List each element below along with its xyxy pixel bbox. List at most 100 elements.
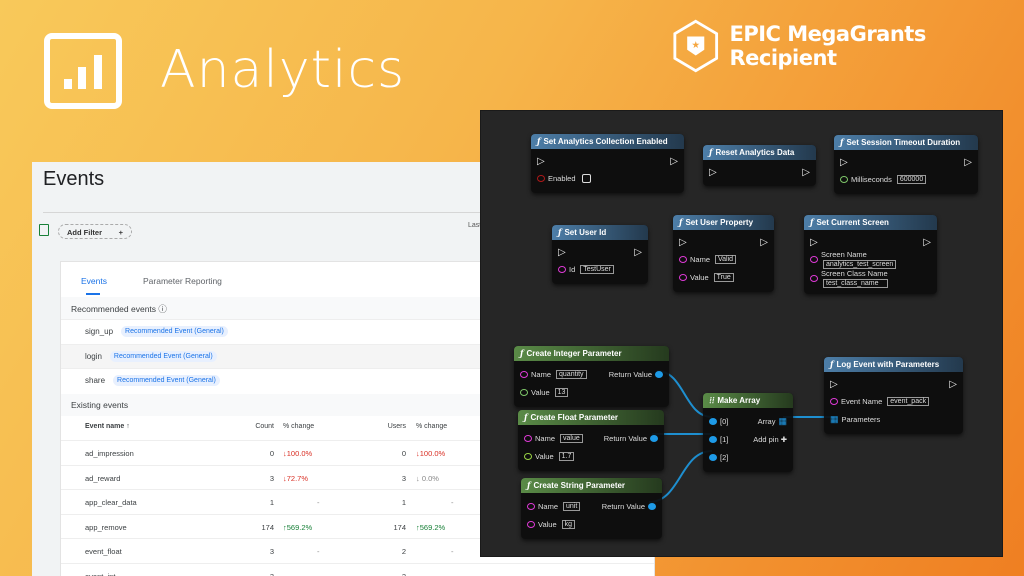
node-header[interactable]: ƒ Log Event with Parameters	[824, 357, 963, 372]
table-row[interactable]: ad_impression 0 ↓100.0% 0 ↓100.0%	[61, 440, 654, 465]
string-pin-icon[interactable]	[527, 520, 535, 528]
exec-out-pin-icon[interactable]: ▷	[760, 236, 768, 248]
string-pin-icon[interactable]	[524, 434, 532, 442]
bool-pin-icon[interactable]	[537, 174, 545, 182]
string-pin-icon[interactable]	[558, 265, 566, 273]
exec-in-pin-icon[interactable]: ▷	[679, 236, 687, 248]
col-count[interactable]: Count	[255, 423, 274, 430]
struct-pin-icon[interactable]	[709, 417, 717, 425]
exec-in-pin-icon[interactable]: ▷	[537, 155, 545, 167]
struct-pin-icon[interactable]	[709, 453, 717, 461]
node-log-event-with-parameters[interactable]: ƒ Log Event with Parameters ▷ ▷ Event Name ev…	[824, 357, 963, 434]
exec-in-pin-icon[interactable]: ▷	[810, 236, 818, 248]
date-range-label[interactable]: Last	[468, 222, 482, 229]
exec-in-pin-icon[interactable]: ▷	[558, 246, 566, 258]
output-pin[interactable]: Array ▦	[758, 416, 787, 427]
add-filter-button[interactable]: Add Filter +	[58, 224, 132, 239]
col-users[interactable]: Users	[387, 423, 406, 430]
exec-out-pin-icon[interactable]: ▷	[802, 166, 810, 178]
output-pin[interactable]: Return Value	[604, 434, 658, 443]
blueprint-graph[interactable]: ƒ Set Analytics Collection Enabled ▷ ▷ Enabl…	[480, 110, 1003, 557]
string-pin-icon[interactable]	[830, 397, 838, 405]
col-event-name[interactable]: Event name ↑	[85, 423, 130, 430]
node-create-string-parameter[interactable]: ƒ Create String Parameter Name unit Return V…	[521, 478, 662, 539]
output-pin[interactable]: Return Value	[602, 502, 656, 511]
pin-value-input[interactable]: 1.7	[558, 451, 575, 461]
node-make-array[interactable]: ⁞⁞ Make Array [0] Array ▦ [1] Add pin ✚ [2]	[703, 393, 793, 472]
recommended-event-row[interactable]: sign_up Recommended Event (General)	[61, 319, 654, 343]
col-users-change[interactable]: % change	[416, 423, 448, 430]
users: 2	[401, 547, 406, 556]
col-count-change[interactable]: % change	[283, 423, 315, 430]
pin-value-input[interactable]: Valid	[715, 254, 737, 264]
struct-pin-icon[interactable]	[650, 434, 658, 442]
exec-out-pin-icon[interactable]: ▷	[949, 378, 957, 390]
tab-parameter-reporting[interactable]: Parameter Reporting	[143, 276, 222, 286]
megagrants-badge: ★ EPIC MegaGrants Recipient	[672, 18, 1024, 74]
pin-label: Value	[538, 519, 557, 529]
recommended-event-row[interactable]: share Recommended Event (General)	[61, 368, 654, 392]
node-set-analytics-collection-enabled[interactable]: ƒ Set Analytics Collection Enabled ▷ ▷ Enabl…	[531, 134, 684, 193]
node-header[interactable]: ƒ Set Current Screen	[804, 215, 937, 230]
exec-out-pin-icon[interactable]: ▷	[670, 155, 678, 167]
array-pin-icon[interactable]: ▦	[830, 413, 839, 424]
pin-value-input[interactable]: value	[560, 433, 583, 443]
tab-events[interactable]: Events	[81, 276, 107, 286]
struct-pin-icon[interactable]	[655, 370, 663, 378]
node-header[interactable]: ⁞⁞ Make Array	[703, 393, 793, 408]
table-row[interactable]: event_float 3 - 2 -	[61, 538, 654, 563]
node-set-user-id[interactable]: ƒ Set User Id ▷ ▷ Id TestUser	[552, 225, 648, 284]
string-pin-icon[interactable]	[679, 255, 687, 263]
enabled-checkbox[interactable]	[581, 173, 591, 183]
pin-value-input[interactable]: True	[713, 272, 734, 282]
string-pin-icon[interactable]	[810, 256, 818, 263]
exec-in-pin-icon[interactable]: ▷	[709, 166, 717, 178]
string-pin-icon[interactable]	[810, 275, 818, 282]
output-pin[interactable]: Return Value	[609, 370, 663, 379]
node-create-integer-parameter[interactable]: ƒ Create Integer Parameter Name quantity Ret…	[514, 346, 669, 407]
exec-out-pin-icon[interactable]: ▷	[634, 246, 642, 258]
table-row[interactable]: app_clear_data 1 - 1 -	[61, 489, 654, 514]
exec-out-pin-icon[interactable]: ▷	[964, 156, 972, 168]
struct-pin-icon[interactable]	[648, 502, 656, 510]
table-row[interactable]: app_remove 174 ↑569.2% 174 ↑569.2%	[61, 513, 654, 539]
node-header[interactable]: ƒ Set Session Timeout Duration	[834, 135, 978, 150]
node-set-session-timeout-duration[interactable]: ƒ Set Session Timeout Duration ▷ ▷ Milliseco…	[834, 135, 978, 194]
report-icon[interactable]	[39, 224, 49, 236]
exec-out-pin-icon[interactable]: ▷	[923, 236, 931, 248]
struct-pin-icon[interactable]	[709, 435, 717, 443]
node-header[interactable]: ƒ Create String Parameter	[521, 478, 662, 493]
table-row[interactable]: ad_reward 3 ↓72.7% 3 ↓ 0.0%	[61, 464, 654, 490]
add-pin-button[interactable]: Add pin ✚	[753, 435, 787, 444]
node-header[interactable]: ƒ Create Integer Parameter	[514, 346, 669, 361]
table-row[interactable]: event_int 3 - 2 -	[61, 562, 654, 576]
exec-in-pin-icon[interactable]: ▷	[830, 378, 838, 390]
pin-value-input[interactable]: 600000	[896, 174, 927, 184]
exec-in-pin-icon[interactable]: ▷	[840, 156, 848, 168]
node-set-current-screen[interactable]: ƒ Set Current Screen ▷ ▷ Screen Name analytic…	[804, 215, 937, 294]
pin-value-input[interactable]: analytics_test_screen	[823, 260, 897, 269]
int-pin-icon[interactable]	[840, 175, 848, 183]
pin-value-input[interactable]: 13	[554, 387, 569, 397]
node-header[interactable]: ƒ Set User Id	[552, 225, 648, 240]
string-pin-icon[interactable]	[520, 370, 528, 378]
node-set-user-property[interactable]: ƒ Set User Property ▷ ▷ Name Valid Value True	[673, 215, 774, 292]
node-header[interactable]: ƒ Set User Property	[673, 215, 774, 230]
node-reset-analytics-data[interactable]: ƒ Reset Analytics Data ▷ ▷	[703, 145, 816, 186]
array-pin-icon[interactable]: ▦	[778, 415, 787, 426]
string-pin-icon[interactable]	[527, 502, 535, 510]
node-header[interactable]: ƒ Create Float Parameter	[518, 410, 664, 425]
int-pin-icon[interactable]	[520, 388, 528, 396]
pin-value-input[interactable]: test_class_name	[823, 279, 888, 288]
node-header[interactable]: ƒ Set Analytics Collection Enabled	[531, 134, 684, 149]
pin-value-input[interactable]: quantity	[556, 369, 587, 379]
pin-value-input[interactable]: kg	[561, 519, 576, 529]
float-pin-icon[interactable]	[524, 452, 532, 460]
node-header[interactable]: ƒ Reset Analytics Data	[703, 145, 816, 160]
pin-value-input[interactable]: TestUser	[580, 264, 614, 274]
tab-indicator	[86, 293, 100, 295]
pin-value-input[interactable]: unit	[563, 501, 581, 511]
node-create-float-parameter[interactable]: ƒ Create Float Parameter Name value Return V…	[518, 410, 664, 471]
string-pin-icon[interactable]	[679, 273, 687, 281]
pin-value-input[interactable]: event_pack	[887, 396, 930, 406]
